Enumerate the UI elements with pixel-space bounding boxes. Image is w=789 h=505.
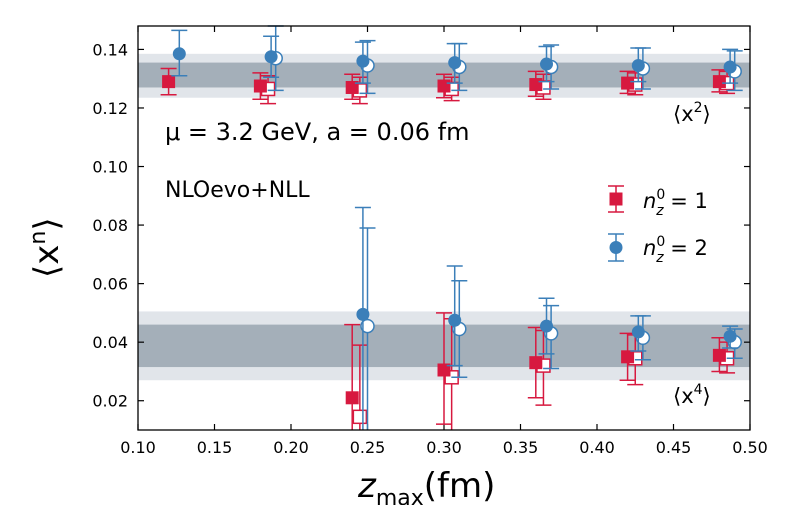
data-point [630, 315, 647, 352]
y-tick-label: 0.04 [92, 333, 128, 352]
marker-circle [356, 54, 370, 68]
marker-circle [631, 325, 645, 339]
y-axis-label: ⟨xn⟩ [26, 217, 67, 278]
marker-circle [172, 47, 186, 61]
marker-circle [448, 56, 462, 70]
marker-square [529, 78, 543, 92]
marker-square [352, 409, 368, 425]
plot-frame [137, 25, 751, 431]
data-point [722, 325, 739, 349]
x-tick-label: 0.40 [579, 438, 615, 457]
x-tick-label: 0.20 [273, 438, 309, 457]
data-point [354, 206, 371, 430]
marker-circle [360, 318, 375, 334]
marker-square [437, 363, 451, 377]
data-point [344, 73, 361, 100]
y-tick-label: 0.08 [92, 216, 128, 235]
marker-circle [723, 329, 737, 343]
band-label-x4: ⟨x4⟩ [673, 382, 711, 408]
marker-square [712, 348, 726, 362]
x-tick-label: 0.15 [197, 438, 233, 457]
data-point [436, 312, 452, 425]
y-tick-label: 0.02 [92, 392, 128, 411]
marker-circle [540, 319, 554, 333]
data-point [344, 323, 361, 430]
y-tick-label: 0.12 [92, 99, 128, 118]
data-point [354, 41, 371, 84]
y-tick-label: 0.10 [92, 158, 128, 177]
legend-label-nz1: n0 z = 1 [643, 187, 708, 219]
marker-circle [264, 50, 278, 64]
data-point [630, 47, 647, 83]
data-point [711, 337, 728, 373]
annotation-method: NLOevo+NLL [165, 178, 310, 203]
marker-square [621, 76, 635, 90]
marker-circle [631, 59, 645, 73]
legend-label-nz2: n0 z = 2 [643, 234, 708, 266]
x-tick-label: 0.45 [656, 438, 692, 457]
x-axis-label: zmax(fm) [357, 466, 495, 505]
marker-square [345, 391, 359, 405]
data-point [538, 297, 555, 355]
data-point [252, 72, 269, 100]
marker-square [712, 75, 726, 89]
marker-square [162, 75, 176, 89]
x-tick-label: 0.50 [732, 438, 768, 457]
legend-marker-nz2 [608, 233, 624, 262]
data-point [263, 35, 280, 78]
x-tick-label: 0.30 [426, 438, 462, 457]
marker-circle [356, 307, 370, 321]
annotation-params: μ = 3.2 GeV, a = 0.06 fm [165, 118, 469, 146]
data-point [160, 67, 177, 96]
x-tick-label: 0.35 [503, 438, 539, 457]
marker-square [345, 80, 359, 94]
data-point [619, 70, 636, 95]
data-point [446, 265, 463, 367]
x-tick-label: 0.10 [120, 438, 156, 457]
marker-square [621, 350, 635, 364]
data-point [538, 45, 555, 83]
data-point [722, 48, 739, 84]
points-layer [160, 25, 743, 430]
data-point [171, 29, 188, 77]
legend-marker-nz1 [608, 185, 624, 213]
marker-square [529, 356, 543, 370]
data-point [446, 42, 463, 84]
y-tick-label: 0.14 [92, 40, 128, 59]
marker-square [437, 79, 451, 93]
marker-circle [448, 313, 462, 327]
x-tick-label: 0.25 [350, 438, 386, 457]
legend: n0 z = 1 n0 z = 2 [608, 185, 708, 266]
marker-square [253, 79, 267, 93]
marker-circle [540, 57, 554, 71]
y-tick-label: 0.06 [92, 275, 128, 294]
data-point [359, 227, 376, 430]
marker-circle [723, 60, 737, 74]
data-point [527, 70, 544, 98]
ticks-layer: 0.10 0.15 0.20 0.25 0.30 0.35 0.40 0.45 0.50 0.02… [92, 26, 768, 457]
band-label-x2: ⟨x2⟩ [673, 100, 711, 126]
